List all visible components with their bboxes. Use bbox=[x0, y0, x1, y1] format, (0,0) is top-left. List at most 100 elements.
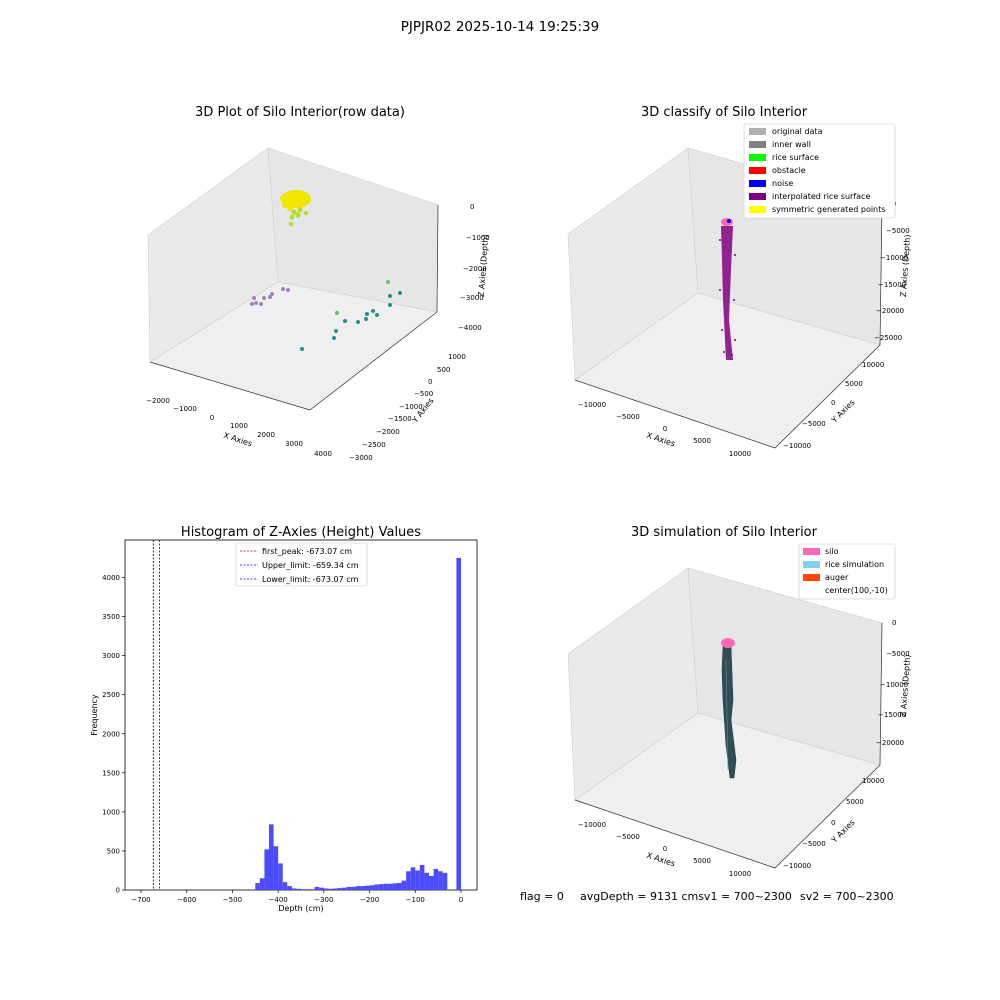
histogram-bar bbox=[287, 886, 292, 890]
x-tick-label: 4000 bbox=[314, 450, 332, 458]
x-tick-label: 10000 bbox=[729, 870, 751, 878]
panel-simulation: 3D simulation of Silo Interior −10000 −5… bbox=[567, 525, 912, 878]
legend-label: center(100,-10) bbox=[825, 586, 888, 595]
x-tick-label: 3000 bbox=[285, 440, 303, 448]
panel-raw-data-box bbox=[147, 147, 439, 411]
panel-classify-legend: original data inner wall rice surface ob… bbox=[743, 123, 896, 219]
histogram-xticks: −700 −600 −500 −400 −300 −200 −100 0 bbox=[131, 890, 463, 904]
y-tick-label: −3000 bbox=[349, 454, 373, 462]
legend-swatch bbox=[749, 141, 766, 148]
legend-swatch bbox=[803, 548, 820, 555]
z-tick-label: −5000 bbox=[886, 227, 910, 235]
panel-raw-data-title: 3D Plot of Silo Interior(row data) bbox=[195, 105, 405, 120]
histogram-bar bbox=[415, 870, 420, 890]
z-tick-label: −4000 bbox=[458, 324, 482, 332]
histogram-bar bbox=[319, 887, 324, 890]
panel-histogram: Histogram of Z-Axies (Height) Values −70… bbox=[90, 525, 478, 913]
histogram-bar bbox=[438, 871, 443, 890]
legend-label: first_peak: -673.07 cm bbox=[262, 547, 352, 556]
interpolated-rice-surface-column bbox=[721, 226, 733, 360]
panel-classify-xlabel: X Axies bbox=[645, 431, 676, 449]
histogram-bar bbox=[397, 882, 402, 890]
y-tick-label: −10000 bbox=[783, 862, 811, 870]
histogram-bar bbox=[310, 889, 315, 890]
histogram-bar bbox=[278, 863, 283, 890]
panel-classify-yticks: 10000 5000 0 −5000 −10000 bbox=[783, 361, 884, 450]
x-tick-label: −10000 bbox=[578, 821, 606, 829]
panel-raw-data: 3D Plot of Silo Interior(row data) bbox=[146, 105, 490, 462]
histogram-bar bbox=[323, 888, 329, 890]
x-tick-label: 1000 bbox=[230, 422, 248, 430]
x-tick-label: 0 bbox=[459, 896, 463, 904]
x-tick-label: 10000 bbox=[729, 450, 751, 458]
histogram-bar bbox=[406, 871, 411, 890]
legend-swatch bbox=[803, 561, 820, 568]
x-tick-label: −10000 bbox=[578, 401, 606, 409]
figure-suptitle: PJPJR02 2025-10-14 19:25:39 bbox=[401, 19, 599, 35]
x-tick-label: −300 bbox=[314, 896, 333, 904]
y-tick-label: −1500 bbox=[388, 415, 412, 423]
histogram-bar bbox=[392, 883, 397, 890]
legend-swatch bbox=[749, 128, 766, 135]
footer-flag: flag = 0 bbox=[520, 890, 564, 903]
y-tick-label: 4000 bbox=[102, 574, 120, 582]
x-tick-label: −2000 bbox=[146, 397, 170, 405]
histogram-bar bbox=[337, 888, 343, 890]
x-tick-label: −500 bbox=[223, 896, 242, 904]
legend-label: silo bbox=[825, 547, 839, 556]
y-tick-label: −1000 bbox=[399, 403, 423, 411]
legend-label: Upper_limit: -659.34 cm bbox=[262, 561, 359, 570]
y-tick-label: 10000 bbox=[862, 777, 884, 785]
histogram-bar bbox=[264, 849, 269, 890]
histogram-bar bbox=[255, 882, 260, 890]
noise-points bbox=[727, 219, 731, 223]
x-tick-label: 0 bbox=[663, 845, 667, 853]
z-tick-label: 0 bbox=[470, 203, 474, 211]
legend-label: inner wall bbox=[772, 140, 811, 149]
histogram-bar bbox=[433, 868, 439, 890]
panel-simulation-title: 3D simulation of Silo Interior bbox=[631, 525, 818, 540]
symmetric-generated-points bbox=[721, 218, 733, 226]
z-tick-label: 0 bbox=[892, 619, 896, 627]
y-tick-label: 10000 bbox=[862, 361, 884, 369]
raw-middle-cluster bbox=[300, 291, 402, 351]
interpolated-rice-surface-speckle bbox=[719, 239, 736, 356]
silo-top bbox=[721, 638, 735, 648]
legend-label: rice simulation bbox=[825, 560, 884, 569]
y-tick-label: −2500 bbox=[362, 441, 386, 449]
panel-simulation-zticks: 0 −5000 −10000 −15000 −20000 bbox=[876, 619, 910, 747]
panel-simulation-zlabel: Z Axies (Depth) bbox=[899, 654, 912, 717]
y-tick-label: 5000 bbox=[846, 798, 864, 806]
histogram-bar bbox=[291, 888, 297, 890]
panel-classify-points bbox=[719, 218, 736, 360]
histogram-bar bbox=[342, 887, 347, 890]
x-tick-label: −200 bbox=[360, 896, 379, 904]
histogram-bars bbox=[255, 557, 461, 890]
y-tick-label: 3500 bbox=[102, 613, 120, 621]
legend-swatch bbox=[749, 167, 766, 174]
legend-swatch bbox=[749, 154, 766, 161]
legend-label: interpolated rice surface bbox=[772, 192, 870, 201]
x-tick-label: −700 bbox=[131, 896, 150, 904]
histogram-bar bbox=[259, 878, 265, 890]
histogram-bar bbox=[401, 880, 407, 890]
panel-raw-data-xticks: −2000 −1000 0 1000 2000 3000 4000 bbox=[146, 397, 332, 458]
histogram-legend: first_peak: -673.07 cm Upper_limit: -659… bbox=[235, 542, 368, 587]
raw-upper-cluster bbox=[288, 207, 309, 227]
x-tick-label: 5000 bbox=[693, 437, 711, 445]
histogram-xlabel: Depth (cm) bbox=[278, 904, 323, 913]
raw-right-cluster bbox=[335, 280, 390, 315]
raw-left-cluster bbox=[250, 287, 290, 306]
panel-classify-xticks: −10000 −5000 0 5000 10000 bbox=[578, 401, 751, 458]
histogram-bar bbox=[410, 867, 416, 890]
z-tick-label: −1000 bbox=[466, 234, 490, 242]
x-tick-label: −400 bbox=[269, 896, 288, 904]
histogram-bar bbox=[442, 872, 448, 890]
histogram-bar bbox=[419, 865, 425, 890]
legend-label: noise bbox=[772, 179, 793, 188]
rice-simulation-surface bbox=[721, 645, 737, 779]
panel-simulation-surfaces bbox=[721, 638, 737, 779]
x-tick-label: −5000 bbox=[616, 413, 640, 421]
histogram-title: Histogram of Z-Axies (Height) Values bbox=[181, 525, 421, 540]
